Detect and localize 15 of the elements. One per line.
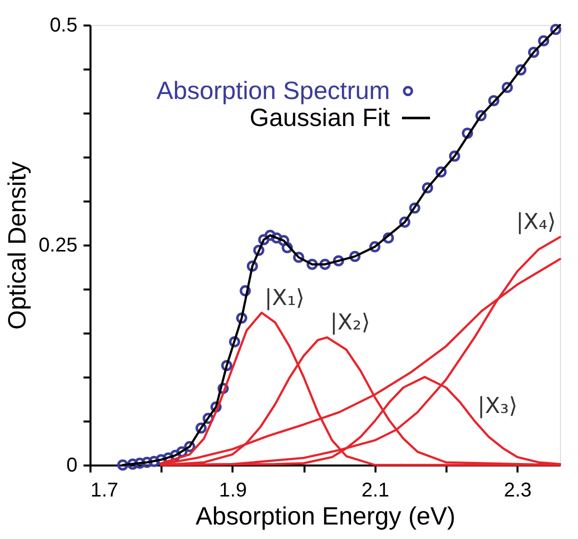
x-axis-title: Absorption Energy (eV)	[196, 502, 456, 530]
x-tick-label: 1.7	[90, 480, 118, 502]
series-label: |X₃⟩	[478, 394, 518, 419]
x-tick-label: 2.1	[361, 480, 390, 502]
legend-label: Absorption Spectrum	[156, 77, 390, 105]
series-label: |X₄⟩	[516, 210, 556, 236]
x-tick-label: 2.3	[504, 480, 532, 502]
x-tick-label: 1.9	[219, 480, 247, 502]
y-axis-title: Optical Density	[4, 160, 32, 330]
series-label: |X₂⟩	[330, 310, 370, 336]
legend-label: Gaussian Fit	[250, 104, 390, 132]
y-tick-label: 0	[66, 454, 78, 476]
y-tick-label: 0.5	[50, 14, 78, 36]
series-label: |X₁⟩	[264, 286, 305, 311]
y-tick-label: 0.25	[38, 234, 78, 256]
